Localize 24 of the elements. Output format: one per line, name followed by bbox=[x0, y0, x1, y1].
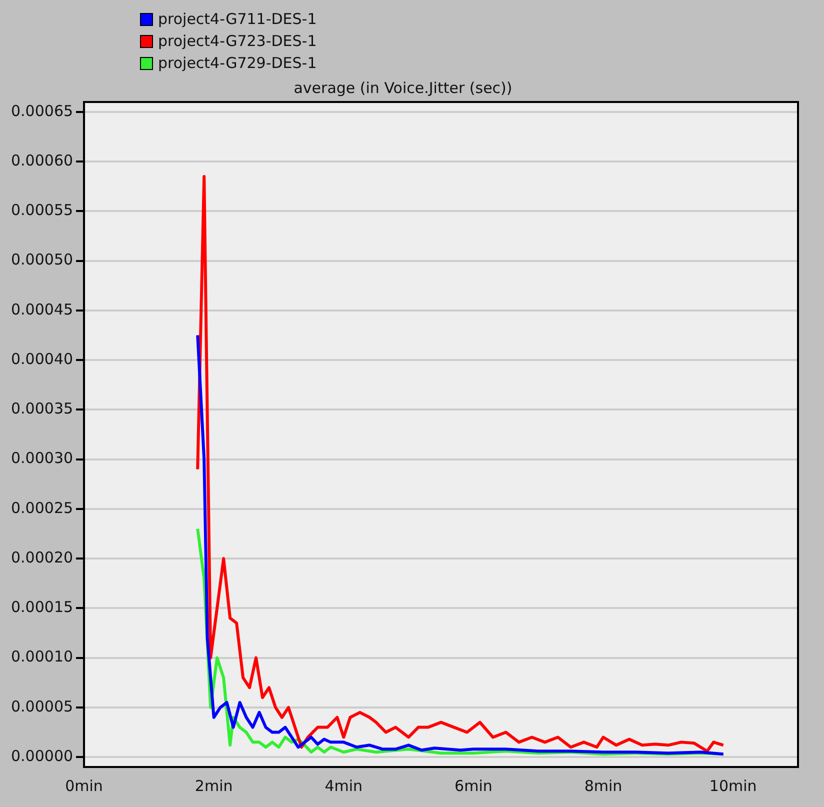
legend-label: project4-G723-DES-1 bbox=[158, 32, 317, 50]
y-tick-label: 0.00055 bbox=[11, 201, 74, 220]
y-tick-label: 0.00050 bbox=[11, 250, 74, 269]
y-tick-label: 0.00015 bbox=[11, 598, 74, 616]
y-tick-label: 0.00030 bbox=[11, 449, 74, 468]
x-tick-label: 0min bbox=[65, 776, 103, 795]
y-tick-label: 0.00065 bbox=[11, 102, 74, 120]
chart-title: average (in Voice.Jitter (sec)) bbox=[294, 78, 512, 97]
x-tick-label: 4min bbox=[324, 776, 363, 795]
x-tick-label: 10min bbox=[709, 776, 757, 795]
x-tick-label: 2min bbox=[194, 776, 233, 795]
y-tick-label: 0.00010 bbox=[11, 648, 74, 666]
y-tick-label: 0.00040 bbox=[11, 350, 74, 368]
x-tick-label: 6min bbox=[454, 776, 492, 795]
legend-label: project4-G729-DES-1 bbox=[158, 54, 317, 72]
legend-label: project4-G711-DES-1 bbox=[158, 10, 317, 28]
y-tick-label: 0.00045 bbox=[11, 300, 74, 318]
y-tick-label: 0.00005 bbox=[11, 697, 74, 716]
y-tick-label: 0.00060 bbox=[11, 151, 74, 170]
y-tick-label: 0.00025 bbox=[11, 498, 74, 517]
x-tick-label: 8min bbox=[584, 776, 622, 795]
y-tick-label: 0.00035 bbox=[11, 400, 74, 418]
y-tick-label: 0.00020 bbox=[11, 548, 74, 566]
y-tick-label: 0.00000 bbox=[11, 746, 74, 765]
